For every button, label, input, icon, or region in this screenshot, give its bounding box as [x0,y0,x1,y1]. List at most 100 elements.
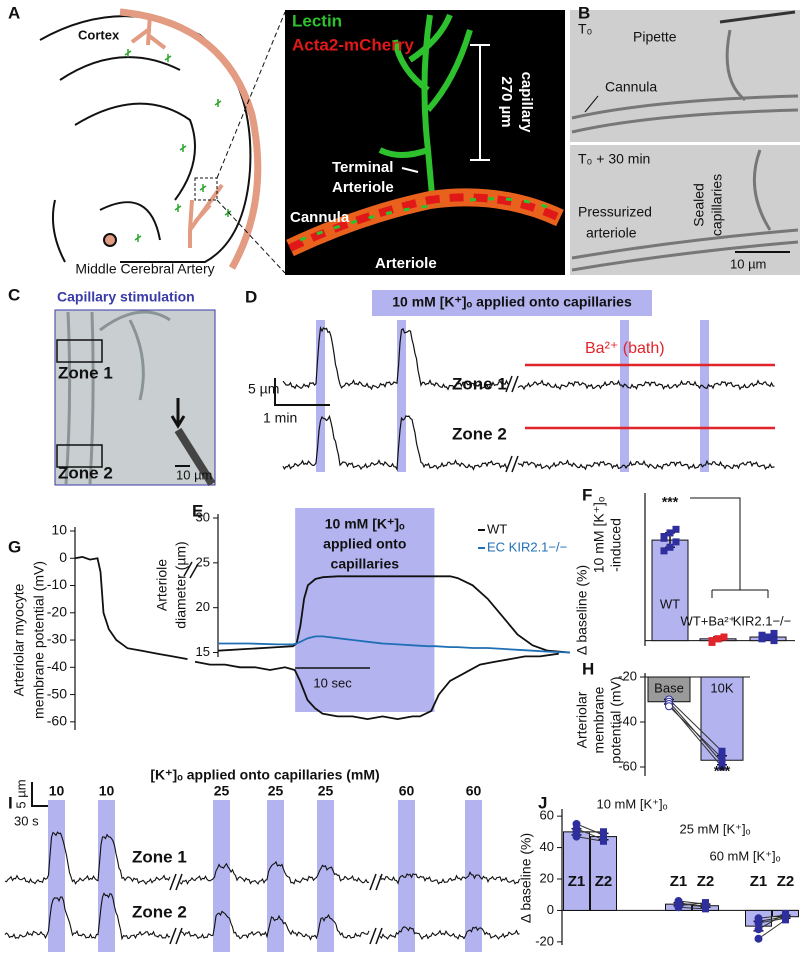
pair-line [678,900,706,905]
data-line [218,635,571,654]
arrow [584,95,599,113]
panel-header: [K⁺]ₒ applied onto capillaries (mM) [150,767,379,783]
label: Sealed [691,183,707,227]
legend-label: WT [487,521,507,536]
stimulus-label: 25 [318,783,334,799]
data-point [782,913,789,921]
trace [282,414,775,472]
scale-label: 30 s [14,813,39,828]
y-axis-label: Arteriolar [574,691,590,748]
panel-title: Capillary stimulation [57,289,195,305]
scale-label: 1 min [263,410,297,426]
data-point [718,754,726,762]
y-tick-label: 0 [547,902,554,917]
category-label: 10K [710,680,733,695]
panel-letter: B [578,3,590,22]
comparison-bracket [690,497,769,598]
stimulus-label: 60 [399,783,415,799]
scale-bar [470,44,490,161]
stimulus-band [700,320,709,472]
label: T₀ [578,21,593,37]
data-point [754,917,763,926]
stimulus-label: capillaries [331,556,400,572]
axis-break [169,873,383,945]
bar-label: Z1 [670,873,688,890]
arteriole-smc [288,193,562,252]
data-point [758,635,766,643]
data-point [666,529,674,537]
bar [647,676,691,703]
category-label: WT [660,596,680,611]
category-label: WT+Ba²⁺ [681,613,736,628]
data-point [660,547,668,555]
stimulus-label: 10 [99,783,115,799]
bar-label: Z1 [568,873,586,890]
pair-line [758,914,786,919]
data-point [708,638,716,646]
data-point [754,934,763,943]
y-tick-label: -10 [47,576,67,592]
data-point [718,747,726,755]
scale-bar [274,378,330,406]
y-tick-label: -50 [47,685,67,701]
y-tick-label: 30 [196,509,210,524]
label: Arteriole [375,255,437,272]
data-point [666,543,674,551]
data-point [600,836,607,844]
stimulus-label: applied onto [323,536,406,552]
pair-line [758,913,786,930]
trace [4,831,521,885]
trace [4,892,520,941]
stimulus-label: 10 mM [K⁺]ₒ [325,516,405,532]
vessels [571,29,799,272]
y-tick-label: 10 [51,522,67,538]
pair-line [678,902,706,907]
pair-line [758,919,786,940]
y-tick-label: -20 [47,603,67,619]
data-point [702,903,709,911]
y-tick-label: -20 [535,933,554,948]
stimulus-label: 10 [49,783,65,799]
zone-label: Zone 2 [452,424,507,443]
zoom-box [194,177,218,201]
zone-label: Zone 2 [58,463,113,482]
artery-section [103,233,117,247]
stimulus-band [267,800,284,952]
data-line [74,555,559,721]
stimulus-band [620,320,629,472]
stimulus-bands [316,320,709,472]
data-point [718,763,726,771]
pair-line [758,917,786,924]
zone-label: Zone 1 [132,847,187,866]
y-tick-label: 20 [196,599,210,614]
significance: *** [714,763,731,779]
y-tick-label: 15 [196,644,210,659]
label: Cannula [605,79,657,95]
data-point [572,820,581,828]
stimulus-band [295,508,435,712]
data-point [572,827,581,836]
y-tick-label: -20 [618,668,637,683]
scale-label: 10 sec [313,675,352,690]
arteriole-lectin [299,197,556,242]
data-point [674,898,683,907]
category-label: 10 mM [K⁺]ₒ [596,796,667,811]
blocker-label: Ba²⁺ (bath) [585,340,665,357]
y-axis-label: 10 mM [K⁺]ₒ [591,497,607,573]
y-axis-label: diameter (µm) [173,541,189,628]
zone-label: Zone 1 [58,363,113,382]
y-tick-label: 60 [540,808,554,823]
blocker-line [525,363,775,430]
panel-letter: I [8,793,13,812]
stimulus-label: 60 [466,783,482,799]
label: Cortex [78,27,120,42]
label: Cannula [290,209,350,226]
stimulus-band [317,800,334,952]
panel-letter: C [8,285,20,304]
label: arteriole [586,225,637,241]
category-label: 60 mM [K⁺]ₒ [709,848,780,863]
pipette [174,427,216,487]
data-point [714,635,722,643]
stain-label: Lectin [292,11,342,30]
